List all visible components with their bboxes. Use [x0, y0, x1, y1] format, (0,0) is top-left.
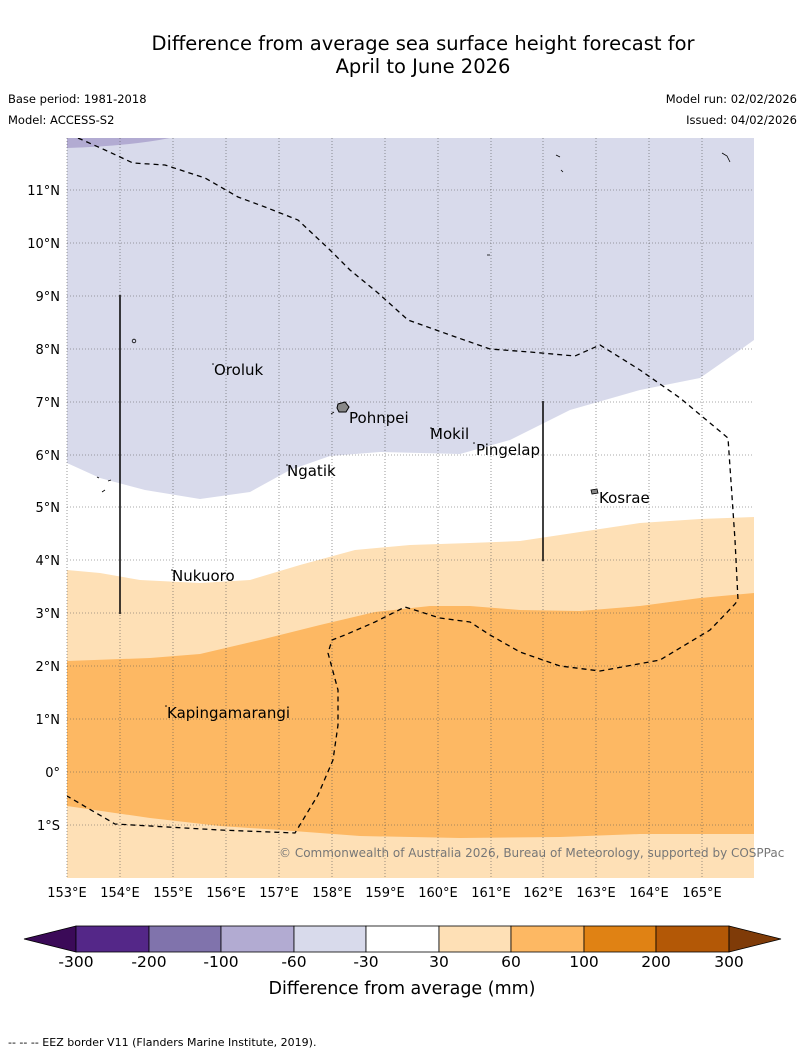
colorbar-tick: -60 [281, 953, 307, 971]
colorbar-title: Difference from average (mm) [268, 979, 536, 999]
ngatik-island [286, 464, 288, 466]
lon-label: 162°E [523, 886, 563, 901]
band-minus100-minus60 [67, 138, 170, 148]
colorbar-swatch [510, 925, 585, 953]
lon-label: 159°E [365, 886, 405, 901]
lat-label: 2°N [36, 660, 61, 675]
lon-label: 165°E [682, 886, 722, 901]
lat-label: 8°N [36, 343, 61, 358]
lon-label: 161°E [471, 886, 511, 901]
place-labels: Oroluk Pohnpei Mokil Pingelap Ngatik Kos… [167, 361, 650, 722]
lon-label: 155°E [153, 886, 193, 901]
colorbar-under-arrow [23, 925, 77, 953]
colorbar-swatch [75, 925, 150, 953]
label-oroluk: Oroluk [214, 361, 263, 379]
issued-date: Issued: 04/02/2026 [686, 113, 797, 127]
colorbar-swatch [583, 925, 657, 953]
lat-label: 0° [45, 766, 60, 781]
lon-label: 156°E [206, 886, 246, 901]
lat-label: 5°N [36, 501, 61, 516]
islets-north [555, 154, 564, 173]
model-name: Model: ACCESS-S2 [8, 113, 115, 127]
lat-label: 4°N [36, 554, 61, 569]
colorbar-swatch [220, 925, 295, 953]
colorbar-tick: 300 [714, 953, 744, 971]
map-title-line2: April to June 2026 [335, 55, 511, 78]
longitude-labels: 153°E 154°E 155°E 156°E 157°E 158°E 159°… [47, 886, 722, 901]
model-run: Model run: 02/02/2026 [665, 92, 797, 106]
colorbar-swatch [655, 925, 730, 953]
colorbar-swatch [365, 925, 440, 953]
lon-label: 164°E [629, 886, 669, 901]
label-pingelap: Pingelap [476, 441, 540, 459]
eez-legend-note: -- -- -- EEZ border V11 (Flanders Marine… [8, 1036, 317, 1049]
islets-northeast [721, 152, 731, 163]
colorbar-tick: 60 [501, 953, 521, 971]
colorbar-swatch [293, 925, 367, 953]
lat-label: 11°N [27, 184, 60, 199]
colorbar-tick: 100 [569, 953, 599, 971]
colorbar-tick: -300 [58, 953, 94, 971]
kapingamarangi-island [165, 705, 167, 707]
map-title: Difference from average sea surface heig… [0, 32, 804, 78]
label-kapingamarangi: Kapingamarangi [167, 704, 290, 722]
eez-border [67, 138, 739, 834]
copyright-notice: © Commonwealth of Australia 2026, Bureau… [279, 846, 784, 860]
island-dot-west [131, 338, 137, 344]
lat-label: 1°S [37, 819, 60, 834]
lon-label: 153°E [47, 886, 87, 901]
label-nukuoro: Nukuoro [172, 567, 235, 585]
islands [96, 152, 731, 707]
colorbar-swatch [438, 925, 512, 953]
lon-label: 154°E [100, 886, 140, 901]
contour-fields [67, 138, 754, 878]
mokil-island [430, 427, 432, 429]
lat-label: 7°N [36, 396, 61, 411]
lat-label: 6°N [36, 449, 61, 464]
colorbar-over-arrow [728, 925, 782, 953]
label-pohnpei: Pohnpei [349, 409, 409, 427]
lon-label: 157°E [259, 886, 299, 901]
colorbar-tick: -30 [353, 953, 379, 971]
kosrae-island [590, 488, 599, 495]
lat-label: 9°N [36, 290, 61, 305]
oroluk-island [212, 363, 214, 365]
pohnpei-island [336, 401, 350, 413]
colorbar-tick: -100 [203, 953, 239, 971]
colorbar-tick: 30 [429, 953, 449, 971]
lat-label: 3°N [36, 607, 61, 622]
colorbar [23, 925, 782, 953]
colorbar-tick: 200 [641, 953, 671, 971]
nukuoro-island [171, 569, 173, 571]
pingelap-island [473, 442, 475, 444]
colorbar-swatch [148, 925, 222, 953]
band-plus60-plus100 [67, 593, 754, 838]
islet-near-pohnpei [330, 411, 335, 415]
base-period: Base period: 1981-2018 [8, 92, 147, 106]
label-mokil: Mokil [430, 425, 469, 443]
map-title-line1: Difference from average sea surface heig… [151, 32, 695, 55]
lat-label: 1°N [36, 713, 61, 728]
lon-label: 158°E [312, 886, 352, 901]
label-kosrae: Kosrae [599, 489, 650, 507]
colorbar-tick: -200 [131, 953, 167, 971]
label-ngatik: Ngatik [287, 462, 336, 480]
lon-label: 160°E [418, 886, 458, 901]
islets-southwest [96, 476, 112, 493]
lon-label: 163°E [576, 886, 616, 901]
latitude-labels: 11°N 10°N 9°N 8°N 7°N 6°N 5°N 4°N 3°N 2°… [27, 184, 60, 834]
lat-label: 10°N [27, 237, 60, 252]
